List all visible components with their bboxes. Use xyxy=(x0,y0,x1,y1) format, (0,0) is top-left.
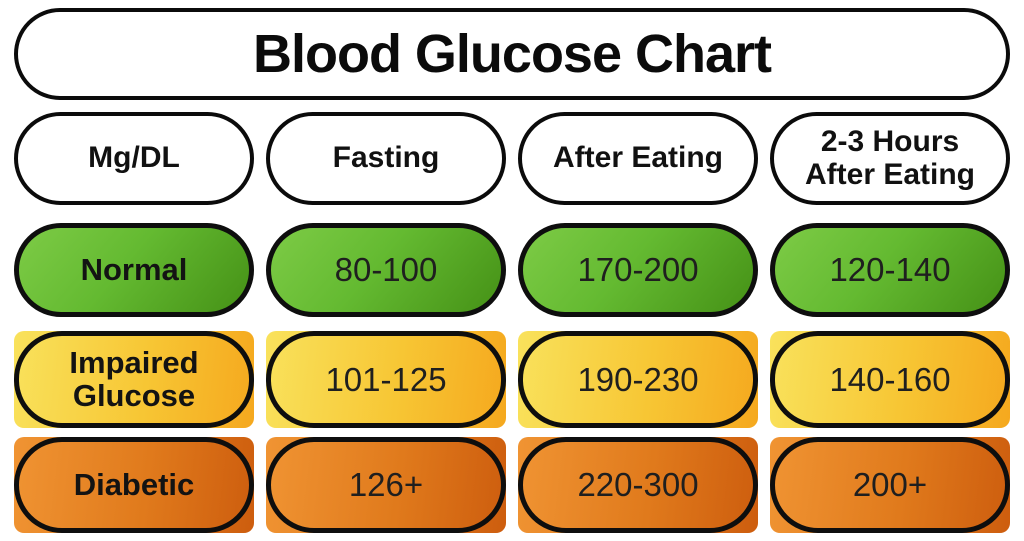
chart-title-banner: Blood Glucose Chart xyxy=(14,8,1010,100)
column-header-after-eating-label: After Eating xyxy=(552,141,723,175)
column-header-2-3-hours: 2-3 Hours After Eating xyxy=(770,112,1010,205)
table-row-normal: Normal 80-100 170-200 120-140 xyxy=(14,223,1010,317)
header-row: Mg/DL Fasting After Eating 2-3 Hours Aft… xyxy=(14,112,1010,205)
row-label-diabetic-text: Diabetic xyxy=(73,466,195,502)
column-header-fasting: Fasting xyxy=(266,112,506,205)
row-label-impaired-glucose: Impaired Glucose xyxy=(14,331,254,428)
column-header-2-3-hours-label: 2-3 Hours After Eating xyxy=(804,125,975,191)
row-label-normal: Normal xyxy=(14,223,254,317)
cell-normal-fasting-value: 80-100 xyxy=(334,251,438,288)
row-label-impaired-glucose-text: Impaired Glucose xyxy=(69,344,199,413)
row-label-diabetic: Diabetic xyxy=(14,437,254,533)
cell-impaired-after-eating: 190-230 xyxy=(518,331,758,428)
cell-diabetic-after-eating-value: 220-300 xyxy=(577,466,699,503)
cell-diabetic-fasting-value: 126+ xyxy=(348,466,424,503)
cell-impaired-after-eating-value: 190-230 xyxy=(577,360,699,398)
column-header-after-eating: After Eating xyxy=(518,112,758,205)
cell-normal-2-3-hours: 120-140 xyxy=(770,223,1010,317)
cell-diabetic-fasting: 126+ xyxy=(266,437,506,533)
cell-normal-2-3-hours-value: 120-140 xyxy=(829,251,951,288)
cell-impaired-fasting-value: 101-125 xyxy=(325,360,447,398)
cell-diabetic-after-eating: 220-300 xyxy=(518,437,758,533)
cell-impaired-2-3-hours: 140-160 xyxy=(770,331,1010,428)
cell-impaired-2-3-hours-value: 140-160 xyxy=(829,360,951,398)
cell-normal-after-eating-value: 170-200 xyxy=(577,251,699,288)
cell-normal-fasting: 80-100 xyxy=(266,223,506,317)
table-row-impaired-glucose: Impaired Glucose 101-125 190-230 140-160 xyxy=(14,331,1010,428)
cell-normal-after-eating: 170-200 xyxy=(518,223,758,317)
cell-diabetic-2-3-hours: 200+ xyxy=(770,437,1010,533)
table-row-diabetic: Diabetic 126+ 220-300 200+ xyxy=(14,437,1010,533)
column-header-fasting-label: Fasting xyxy=(332,141,440,175)
row-label-normal-text: Normal xyxy=(80,251,188,287)
cell-impaired-fasting: 101-125 xyxy=(266,331,506,428)
column-header-unit: Mg/DL xyxy=(14,112,254,205)
column-header-unit-label: Mg/DL xyxy=(88,141,180,175)
cell-diabetic-2-3-hours-value: 200+ xyxy=(852,466,928,503)
page-title: Blood Glucose Chart xyxy=(252,24,772,84)
